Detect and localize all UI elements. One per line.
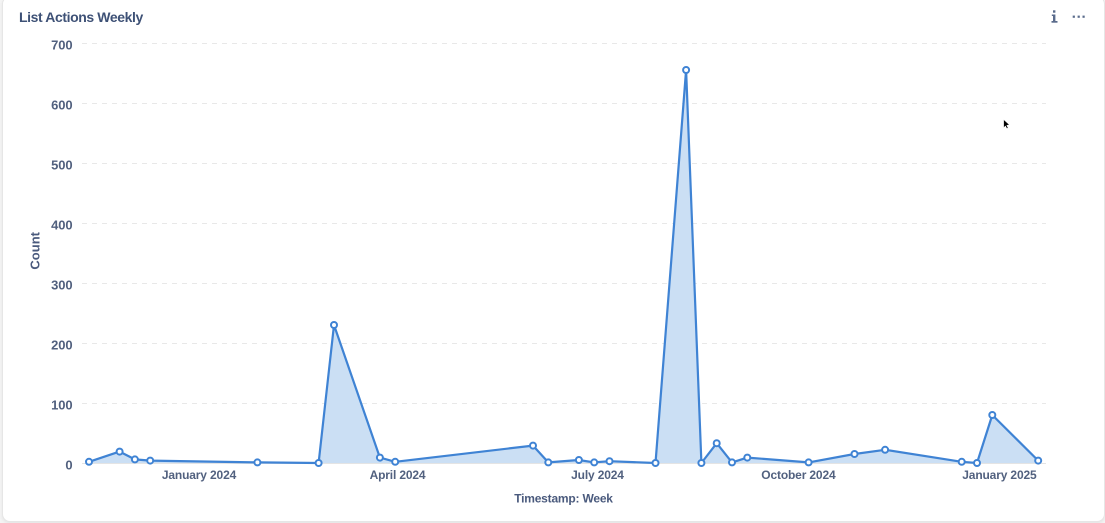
svg-text:400: 400 (51, 218, 72, 233)
svg-text:October 2024: October 2024 (761, 468, 836, 482)
svg-text:600: 600 (51, 98, 72, 113)
svg-text:500: 500 (51, 158, 72, 173)
svg-text:Timestamp: Week: Timestamp: Week (514, 492, 613, 506)
svg-text:100: 100 (51, 398, 72, 413)
svg-text:700: 700 (51, 38, 72, 53)
svg-text:Count: Count (28, 231, 43, 269)
svg-text:200: 200 (51, 338, 72, 353)
svg-text:300: 300 (51, 278, 72, 293)
svg-text:0: 0 (65, 458, 72, 473)
svg-text:January 2024: January 2024 (162, 468, 237, 482)
svg-text:July 2024: July 2024 (571, 468, 624, 482)
svg-text:April 2024: April 2024 (370, 468, 426, 482)
svg-text:January 2025: January 2025 (962, 468, 1037, 482)
